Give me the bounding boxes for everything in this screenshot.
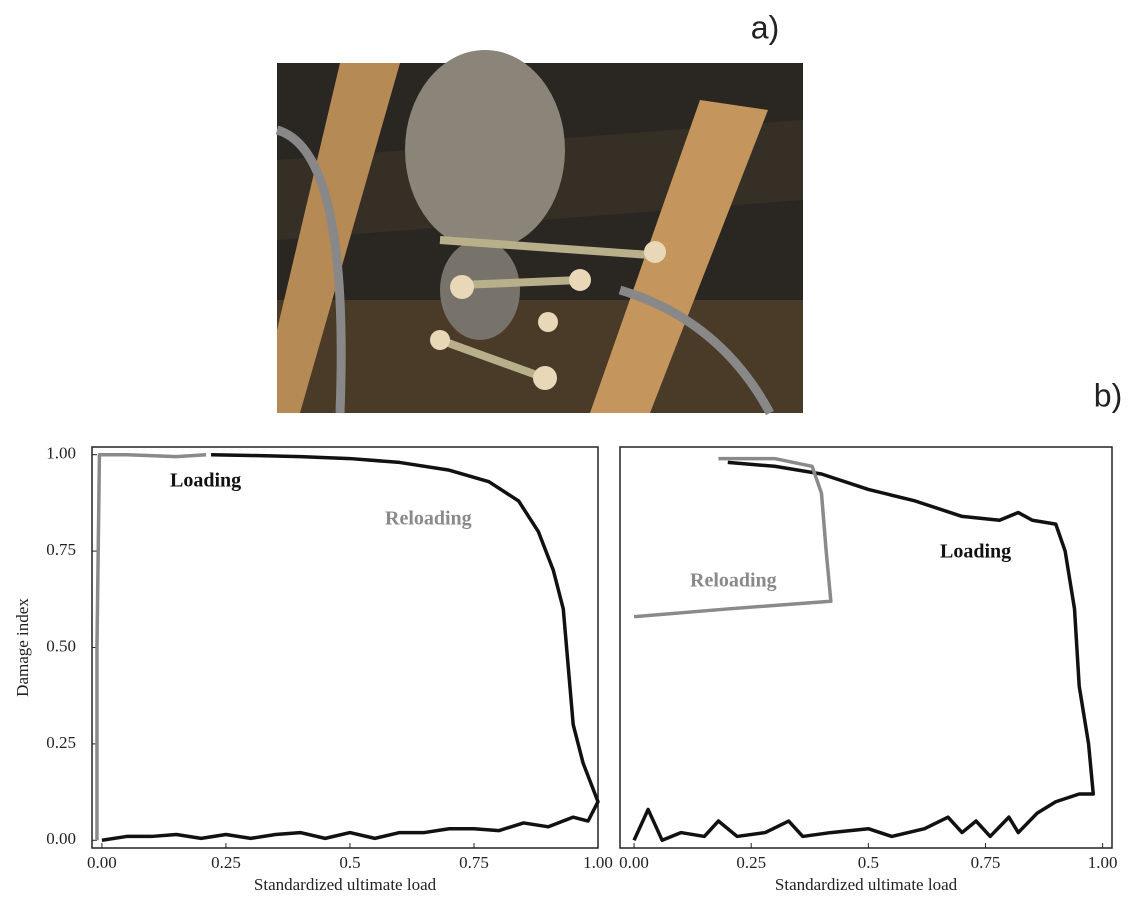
series-label: Reloading xyxy=(690,570,777,592)
x-axis-label: Standardized ultimate load xyxy=(254,875,437,894)
line xyxy=(632,460,1096,843)
y-tick-label: 0.75 xyxy=(46,540,76,559)
series-label: Loading xyxy=(170,470,241,492)
x-tick-label: 0.5 xyxy=(858,853,879,872)
panel-label: a) xyxy=(751,9,779,45)
y-tick-label: 0.25 xyxy=(46,733,76,752)
line xyxy=(95,452,207,841)
y-tick-label: 0.50 xyxy=(46,636,76,655)
y-axis-label: Damage index xyxy=(13,598,32,697)
x-tick-label: 0.75 xyxy=(459,853,489,872)
x-tick-label: 0.00 xyxy=(619,853,649,872)
x-tick-label: 1.00 xyxy=(1088,853,1118,872)
line xyxy=(633,456,833,619)
x-tick-label: 0.75 xyxy=(971,853,1001,872)
x-tick-label: 0.25 xyxy=(736,853,766,872)
series-label: Reloading xyxy=(385,508,472,530)
x-tick-label: 0.00 xyxy=(87,853,117,872)
x-tick-label: 0.5 xyxy=(339,853,360,872)
series-label: Loading xyxy=(940,541,1011,563)
x-tick-label: 1.00 xyxy=(583,853,613,872)
panel-label: b) xyxy=(1094,377,1122,413)
photo xyxy=(275,50,803,416)
x-axis-label: Standardized ultimate load xyxy=(775,875,958,894)
line xyxy=(101,452,600,843)
y-tick-label: 0.00 xyxy=(46,829,76,848)
plot-frame xyxy=(619,446,1113,849)
x-tick-label: 0.25 xyxy=(211,853,241,872)
y-tick-label: 1.00 xyxy=(46,444,76,463)
